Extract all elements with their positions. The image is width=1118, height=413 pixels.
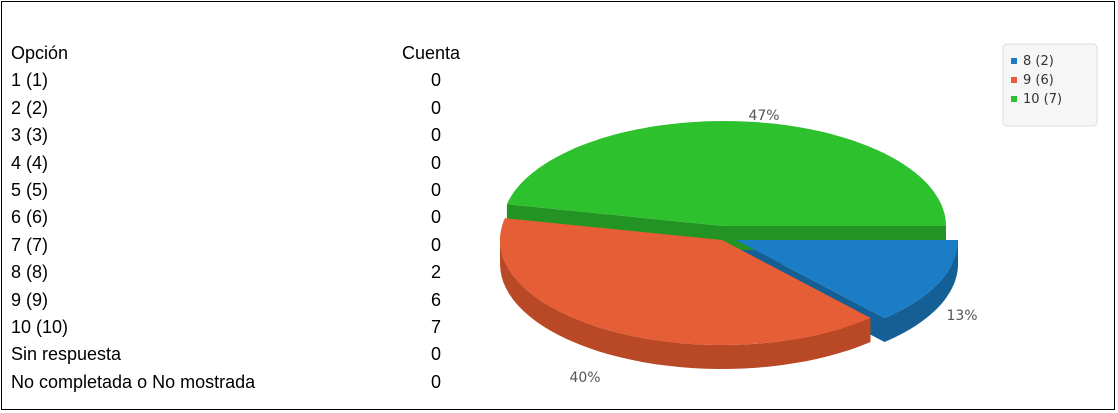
legend-swatch (1011, 58, 1017, 64)
table-row: 3 (3) 0 (11, 122, 481, 149)
table-row: No completada o No mostrada 0 (11, 369, 481, 396)
option-count: 0 (431, 152, 442, 173)
pie-slice-side (500, 240, 871, 369)
table-header: Opción Cuenta (11, 40, 481, 67)
option-count: 0 (431, 125, 442, 146)
option-count: 0 (431, 97, 442, 118)
option-count: 0 (431, 70, 442, 91)
legend-swatch (1011, 77, 1017, 83)
option-label: 10 (10) (11, 316, 69, 337)
table-row: Sin respuesta 0 (11, 341, 481, 368)
table-row: 8 (8) 2 (11, 259, 481, 286)
option-label: Sin respuesta (11, 344, 122, 365)
option-label: 2 (2) (11, 97, 49, 118)
pie-slice-side (884, 240, 958, 342)
option-label: 9 (9) (11, 289, 49, 310)
table-row: 2 (2) 0 (11, 95, 481, 122)
percent-label: 40% (569, 370, 600, 386)
option-label: 6 (6) (11, 207, 49, 228)
option-label: 5 (5) (11, 179, 49, 200)
legend-swatch (1011, 96, 1017, 102)
legend-label: 10 (7) (1023, 92, 1062, 107)
option-label: 1 (1) (11, 70, 49, 91)
pie-slice-9 (500, 218, 871, 345)
option-label: 3 (3) (11, 125, 49, 146)
table-row: 7 (7) 0 (11, 232, 481, 259)
pie-slice-10 (506, 121, 946, 226)
table-row: 5 (5) 0 (11, 177, 481, 204)
response-table: Opción Cuenta 1 (1) 0 2 (2) 0 3 (3) 0 4 (4)… (11, 40, 481, 396)
option-count: 0 (431, 179, 442, 200)
chart-legend: 8 (2) 9 (6) 10 (7) (1002, 43, 1098, 127)
option-count: 2 (431, 262, 442, 283)
legend-box (1002, 43, 1098, 127)
option-header: Opción (11, 43, 69, 63)
option-label: No completada o No mostrada (11, 371, 256, 392)
option-count: 6 (431, 289, 442, 310)
percent-label: 47% (748, 108, 779, 124)
option-label: 4 (4) (11, 152, 49, 173)
option-count: 7 (431, 316, 442, 337)
option-count: 0 (431, 207, 442, 228)
option-count: 0 (431, 371, 442, 392)
pie-slice-8 (736, 240, 958, 318)
legend-label: 8 (2) (1023, 54, 1054, 69)
table-row: 10 (10) 7 (11, 314, 481, 341)
percent-label: 13% (946, 308, 977, 324)
option-count: 0 (431, 344, 442, 365)
option-count: 0 (431, 234, 442, 255)
table-row: 1 (1) 0 (11, 67, 481, 94)
option-label: 8 (8) (11, 262, 49, 283)
legend-label: 9 (6) (1023, 73, 1054, 88)
option-label: 7 (7) (11, 234, 49, 255)
table-row: 9 (9) 6 (11, 287, 481, 314)
count-header: Cuenta (402, 43, 461, 63)
table-row: 4 (4) 0 (11, 150, 481, 177)
table-row: 6 (6) 0 (11, 204, 481, 231)
